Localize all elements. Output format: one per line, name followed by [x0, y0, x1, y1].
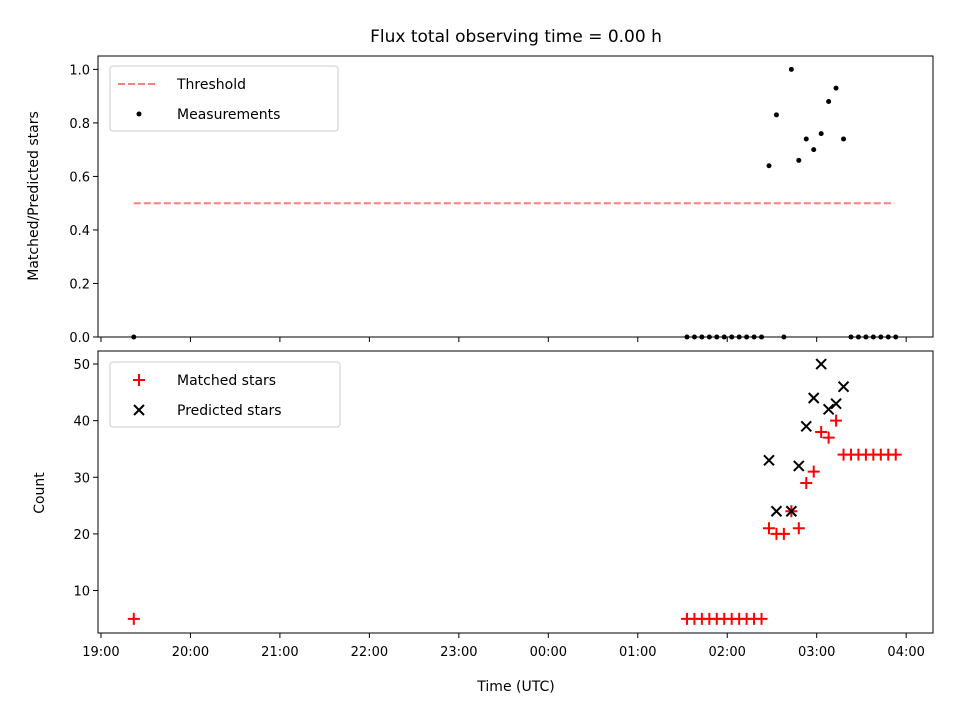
measurement-point — [751, 334, 757, 340]
matched-star-point — [127, 612, 140, 625]
measurement-point — [721, 334, 727, 340]
measurement-point — [833, 85, 839, 91]
top-legend-box — [109, 65, 339, 132]
measurement-point — [691, 334, 697, 340]
bottom-plot-area: 19:00 20:00 21:00 22:00 23:00 00:00 01:00 02:00… — [73, 350, 934, 660]
top-y-tick-label: 0.4 — [69, 224, 90, 239]
predicted-star-point — [800, 420, 812, 433]
measurement-point — [818, 131, 824, 137]
measurement-point — [885, 334, 891, 340]
bottom-y-tick-label: 40 — [73, 415, 90, 430]
measurement-point — [855, 334, 861, 340]
measurement-point — [841, 136, 847, 142]
bottom-legend-box — [109, 361, 341, 428]
bottom-y-tick-label: 30 — [73, 471, 90, 486]
predicted-star-point — [837, 380, 850, 393]
predicted-star-point — [785, 505, 798, 517]
legend-predicted-swatch — [133, 404, 145, 416]
legend-predicted-label: Predicted stars — [177, 403, 282, 419]
predicted-star-point — [822, 403, 835, 416]
predicted-star-point — [830, 397, 842, 410]
matched-star-point — [822, 431, 835, 444]
x-tick-label: 22:00 — [351, 645, 388, 660]
measurement-point — [803, 136, 809, 142]
x-tick-label: 19:00 — [82, 645, 119, 660]
measurement-point — [714, 334, 720, 340]
measurement-point — [781, 334, 787, 340]
measurement-point — [848, 334, 854, 340]
x-tick-label: 03:00 — [798, 645, 835, 660]
legend-threshold-label: Threshold — [176, 77, 246, 93]
top-y-tick-label: 0.2 — [69, 277, 90, 292]
top-legend: Threshold Measurements — [109, 65, 339, 132]
predicted-star-point — [763, 454, 775, 466]
bottom-y-tick-label: 50 — [73, 358, 90, 373]
measurement-point — [736, 334, 742, 340]
predicted-star-point — [770, 505, 783, 517]
top-plot-frame — [97, 55, 934, 338]
legend-measurements-label: Measurements — [177, 107, 280, 123]
x-axis-label: Time (UTC) — [476, 679, 554, 695]
bottom-legend: Matched stars Predicted stars — [109, 361, 341, 428]
legend-measurements-swatch — [136, 111, 142, 117]
measurement-point — [759, 334, 765, 340]
measurement-point — [788, 66, 794, 72]
matched-star-point — [792, 522, 805, 535]
matched-star-point — [889, 448, 902, 461]
top-y-tick-label: 0.6 — [69, 170, 90, 185]
predicted-star-point — [815, 358, 827, 370]
measurement-point — [893, 334, 899, 340]
measurement-point — [826, 98, 832, 104]
x-tick-label: 21:00 — [261, 645, 298, 660]
matched-star-point — [762, 522, 775, 535]
top-y-tick-label: 1.0 — [69, 63, 90, 78]
x-tick-label: 20:00 — [172, 645, 209, 660]
predicted-star-point — [808, 392, 820, 404]
bottom-y-axis-label: Count — [32, 472, 48, 514]
matched-star-point — [815, 425, 828, 438]
x-tick-label: 02:00 — [708, 645, 745, 660]
chart-title: Flux total observing time = 0.00 h — [370, 27, 662, 47]
matched-star-point — [755, 612, 768, 625]
measurement-point — [863, 334, 869, 340]
matched-star-point — [777, 527, 790, 540]
measurement-point — [870, 334, 876, 340]
top-plot-area: 0.0 0.2 0.4 0.6 0.8 1.0 — [69, 55, 934, 346]
legend-matched-swatch — [133, 374, 145, 386]
matched-star-point — [807, 465, 820, 478]
measurement-point — [796, 157, 802, 163]
measurement-point — [131, 334, 137, 340]
bottom-y-tick-label: 10 — [73, 585, 90, 600]
legend-matched-label: Matched stars — [177, 373, 276, 389]
x-tick-label: 04:00 — [887, 645, 924, 660]
measurement-point — [729, 334, 735, 340]
measurement-point — [773, 112, 779, 118]
measurement-point — [878, 334, 884, 340]
measurement-point — [706, 334, 712, 340]
predicted-star-point — [793, 460, 805, 472]
x-tick-label: 23:00 — [440, 645, 477, 660]
x-tick-label: 01:00 — [619, 645, 656, 660]
measurement-point — [684, 334, 690, 340]
matched-star-point — [800, 476, 813, 489]
top-y-tick-label: 0.0 — [69, 331, 90, 346]
measurement-point — [744, 334, 750, 340]
x-tick-label: 00:00 — [530, 645, 567, 660]
matched-star-point — [830, 414, 843, 427]
top-y-tick-label: 0.8 — [69, 117, 90, 132]
bottom-y-tick-label: 20 — [73, 528, 90, 543]
bottom-plot-frame — [97, 350, 934, 634]
top-y-axis-label: Matched/Predicted stars — [26, 111, 42, 281]
measurement-point — [766, 163, 772, 169]
measurement-point — [811, 147, 817, 153]
measurement-point — [699, 334, 705, 340]
